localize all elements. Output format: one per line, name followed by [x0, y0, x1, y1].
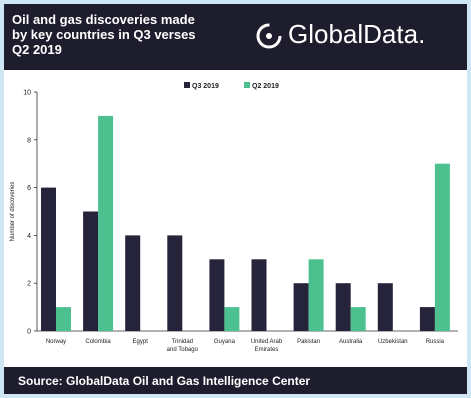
- category-label: Pakistan: [297, 339, 320, 345]
- bar-q2-4: [224, 307, 240, 331]
- chart-title: Oil and gas discoveries made by key coun…: [12, 12, 196, 57]
- bar-q3-8: [377, 283, 393, 331]
- category-label: Uzbekistan: [378, 339, 408, 345]
- y-axis-label: Number of discoveries: [10, 182, 16, 242]
- category-label: Australia: [339, 339, 363, 345]
- category-label: Emirates: [255, 347, 279, 353]
- category-label: Colombia: [85, 339, 111, 345]
- category-label: United Arab: [251, 339, 283, 345]
- y-tick-label: 2: [27, 281, 31, 288]
- category-label: Norway: [46, 339, 66, 345]
- y-tick-label: 6: [27, 185, 31, 192]
- category-label: Guyana: [214, 339, 236, 345]
- globaldata-logo-icon: [256, 23, 282, 49]
- bar-chart: Q3 2019 Q2 2019 0 2 4 6 8 10 Number of discoveri…: [10, 82, 458, 353]
- legend-label-1: Q3 2019: [192, 83, 219, 90]
- legend-swatch-2: [244, 82, 250, 88]
- bar-q2-0: [56, 307, 71, 331]
- chart-panel: Q3 2019 Q2 2019 0 2 4 6 8 10 Number of discoveri…: [4, 70, 467, 367]
- source-note: Source: GlobalData Oil and Gas Intellige…: [18, 374, 311, 388]
- header-band: Oil and gas discoveries made by key coun…: [4, 4, 467, 70]
- bar-q3-0: [41, 187, 56, 331]
- bar-q3-6: [293, 283, 309, 331]
- category-label: Russia: [426, 339, 445, 345]
- category-label: Trinidad: [172, 339, 193, 345]
- footer-band: Source: GlobalData Oil and Gas Intellige…: [4, 367, 467, 394]
- bar-q3-9: [419, 307, 435, 331]
- bar-q2-9: [434, 163, 450, 331]
- y-tick-label: 8: [27, 137, 31, 144]
- bar-q3-3: [167, 235, 183, 331]
- bar-q2-1: [98, 115, 114, 332]
- y-tick-label: 10: [23, 90, 31, 97]
- globaldata-logo-text: GlobalData.: [288, 19, 426, 49]
- y-tick-label: 0: [27, 329, 31, 336]
- category-label: and Tobago: [167, 347, 199, 353]
- bar-q3-4: [209, 259, 225, 331]
- bar-q3-1: [83, 211, 99, 331]
- bar-q2-7: [350, 307, 366, 331]
- bar-q2-6: [308, 259, 324, 331]
- legend-swatch-1: [184, 82, 190, 88]
- bar-q3-7: [335, 283, 351, 331]
- y-tick-label: 4: [27, 233, 31, 240]
- category-label: Egypt: [133, 339, 149, 345]
- bar-q3-2: [125, 235, 141, 331]
- legend-label-2: Q2 2019: [252, 83, 279, 90]
- bar-q3-5: [251, 259, 267, 331]
